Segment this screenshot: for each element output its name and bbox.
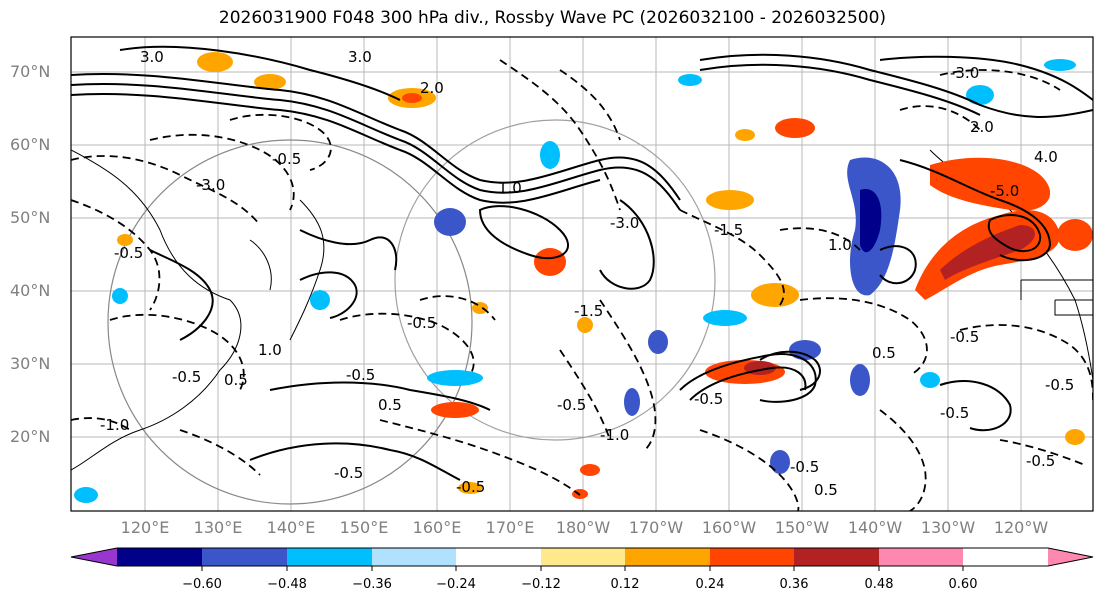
contour-label: -1.5 [574, 302, 603, 320]
colorbar-bin [625, 548, 710, 566]
colorbar-tick-label: 0.48 [864, 577, 894, 592]
contour-label: -0.5 [950, 328, 979, 346]
map-plot-area: 3.0 2.0 -0.5 -3.0 -0.5 1.0 1.0 -3.0 -1.5… [71, 37, 1093, 511]
contour-label: 3.0 [140, 48, 164, 66]
lat-label: 40°N [10, 281, 51, 300]
colorbar-bin [202, 548, 287, 566]
colorbar-extend-low [71, 548, 117, 566]
contour-label: -3.0 [610, 214, 639, 232]
colorbar-bin [879, 548, 963, 566]
contour-labels: 3.0 2.0 -0.5 -3.0 -0.5 1.0 1.0 -3.0 -1.5… [100, 48, 1074, 499]
contour-label: 1.0 [498, 179, 522, 197]
contour-label: 2.0 [970, 118, 994, 136]
colorbar-tick-label: −0.36 [352, 577, 392, 592]
shaded-divergence [74, 52, 1093, 503]
colorbar-tick-label: −0.60 [182, 577, 222, 592]
contour-label: -0.5 [407, 314, 436, 332]
colorbar-bin [794, 548, 879, 566]
colorbar-bin [117, 548, 202, 566]
lon-label: 120°E [120, 518, 170, 537]
lat-label: 60°N [10, 135, 51, 154]
contour-label: 3.0 [348, 48, 372, 66]
contour-label: 0.5 [814, 481, 838, 499]
lat-label: 70°N [10, 62, 51, 81]
contour-label: 1.0 [258, 341, 282, 359]
colorbar-bin [456, 548, 541, 566]
contour-label: -3.0 [950, 64, 979, 82]
colorbar-bin [963, 548, 1048, 566]
contour-label: -0.5 [272, 150, 301, 168]
colorbar-bin [541, 548, 625, 566]
colorbar-tick-label: −0.48 [267, 577, 307, 592]
colorbar-tick-label: 0.36 [779, 577, 809, 592]
contour-label: -0.5 [334, 464, 363, 482]
lat-label: 30°N [10, 354, 51, 373]
colorbar-bin [710, 548, 794, 566]
colorbar-tick-label: −0.24 [436, 577, 476, 592]
map-frame [70, 36, 1094, 512]
contour-label: -0.5 [1045, 376, 1074, 394]
contour-label: 4.0 [1034, 148, 1058, 166]
lon-label: 120°W [993, 518, 1049, 537]
contour-label: -0.5 [456, 478, 485, 496]
lat-label: 50°N [10, 208, 51, 227]
colorbar-bin [372, 548, 456, 566]
lon-label: 130°E [193, 518, 243, 537]
lat-label: 20°N [10, 427, 51, 446]
contour-label: -0.5 [172, 368, 201, 386]
contour-label: -3.0 [196, 176, 225, 194]
lon-label: 180°W [555, 518, 611, 537]
contour-label: -0.5 [346, 366, 375, 384]
lon-label: 130°W [920, 518, 976, 537]
lon-label: 160°W [701, 518, 757, 537]
solid-contours [71, 45, 1093, 481]
contour-label: 0.5 [872, 344, 896, 362]
contour-label: -1.0 [100, 416, 129, 434]
colorbar-tick-label: 0.60 [948, 577, 978, 592]
colorbar-extend-high [1048, 548, 1093, 566]
colorbar-tick-label: 0.24 [695, 577, 725, 592]
range-circles [107, 119, 716, 505]
contour-label: -1.5 [714, 221, 743, 239]
contour-label: -0.5 [1026, 452, 1055, 470]
contour-label: -0.5 [790, 458, 819, 476]
colorbar-tick-label: 0.12 [610, 577, 640, 592]
contour-label: 0.5 [378, 396, 402, 414]
dashed-contours [71, 59, 1093, 511]
lon-label: 170°W [628, 518, 684, 537]
contour-label: -1.0 [600, 426, 629, 444]
contour-label: 2.0 [420, 79, 444, 97]
contour-label: -0.5 [940, 404, 969, 422]
lon-label: 140°W [847, 518, 903, 537]
colorbar [70, 547, 1094, 571]
contour-label: -5.0 [990, 182, 1019, 200]
contour-label: -0.5 [114, 244, 143, 262]
colorbar-tick-label: −0.12 [521, 577, 561, 592]
contour-label: -0.5 [694, 390, 723, 408]
colorbar-outline [70, 547, 1094, 567]
lon-label: 160°E [412, 518, 462, 537]
colorbar-bin [287, 548, 372, 566]
contour-label: -0.5 [557, 396, 586, 414]
lon-label: 150°W [774, 518, 830, 537]
lon-label: 150°E [339, 518, 389, 537]
lon-label: 140°E [266, 518, 316, 537]
chart-title: 2026031900 F048 300 hPa div., Rossby Wav… [218, 8, 887, 28]
lon-label: 170°E [485, 518, 535, 537]
contour-label: 0.5 [224, 371, 248, 389]
contour-label: 1.0 [828, 236, 852, 254]
